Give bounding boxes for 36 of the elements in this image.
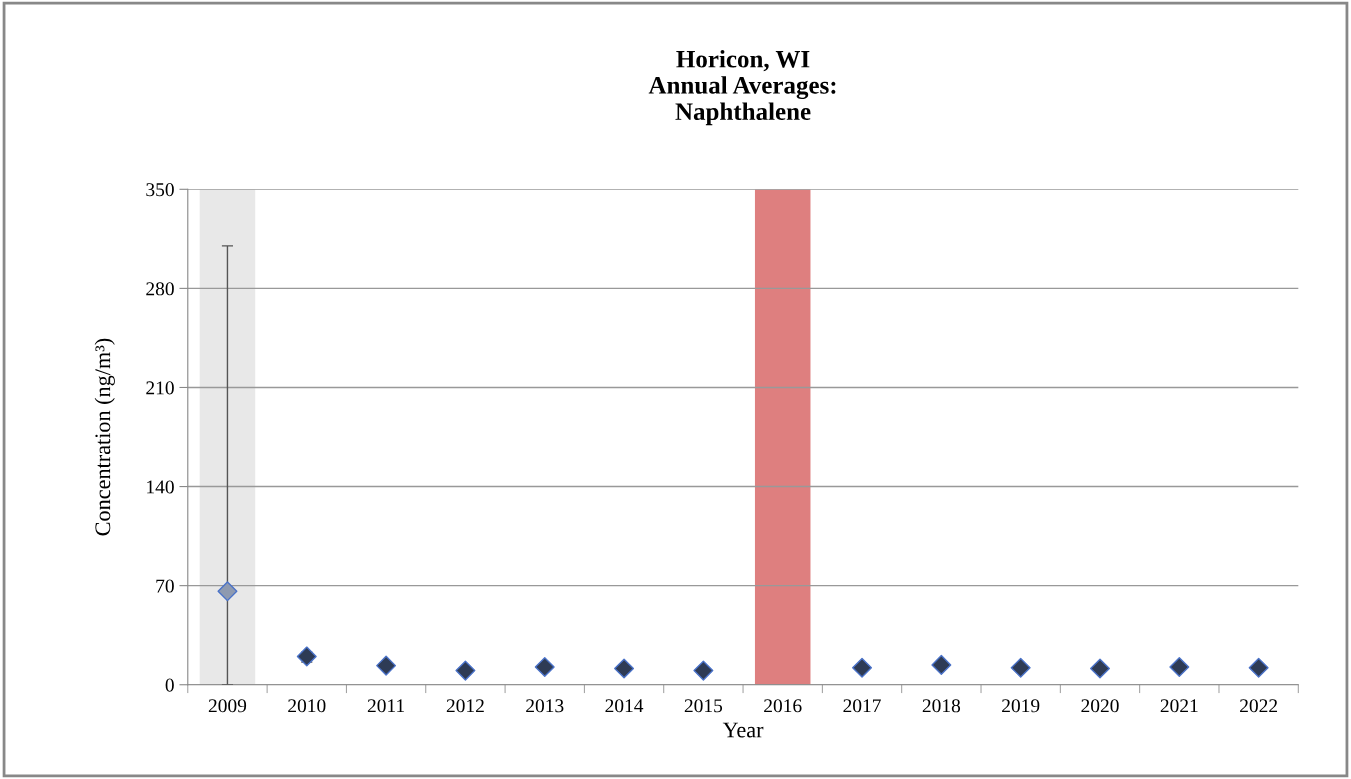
point: [455, 660, 476, 681]
y-tick-label: 210: [146, 381, 174, 395]
x-tick-label: 2012: [446, 699, 484, 713]
point: [1248, 657, 1269, 678]
point: [296, 646, 317, 667]
y-tick-label: 350: [146, 183, 174, 197]
x-tick-label: 2010: [288, 699, 326, 713]
point: [1010, 657, 1031, 678]
y-tick-label: 140: [147, 480, 174, 494]
chart-title: Horicon, WI Annual Averages: Naphthalene: [648, 50, 836, 126]
x-axis-title: Year: [722, 722, 764, 738]
x-tick-label: 2009: [208, 699, 247, 713]
point: [376, 655, 397, 676]
x-tick-label: 2022: [1240, 699, 1278, 713]
point: [931, 654, 952, 675]
x-tick-label: 2021: [1160, 699, 1198, 713]
x-tick-label: 2017: [843, 699, 881, 713]
x-tick-label: 2020: [1081, 699, 1119, 713]
x-tick-label: 2019: [1002, 699, 1040, 713]
point: [614, 658, 635, 679]
x-tick-label: 2015: [684, 699, 723, 713]
y-tick-label: 0: [165, 678, 174, 692]
point: [217, 581, 238, 602]
point: [852, 657, 873, 678]
y-tick-label: 280: [146, 282, 174, 296]
point: [1089, 658, 1111, 679]
y-tick-label: 70: [156, 579, 174, 593]
x-tick-label: 2016: [764, 699, 802, 713]
x-tick-label: 2018: [922, 699, 961, 713]
x-tick-label: 2011: [367, 699, 405, 713]
point: [1169, 657, 1190, 678]
point: [534, 657, 555, 678]
point: [693, 660, 714, 681]
y-axis-title: Concentration (ng/m³): [94, 338, 115, 536]
x-tick-label: 2014: [605, 699, 644, 713]
x-tick-label: 2013: [526, 699, 564, 713]
